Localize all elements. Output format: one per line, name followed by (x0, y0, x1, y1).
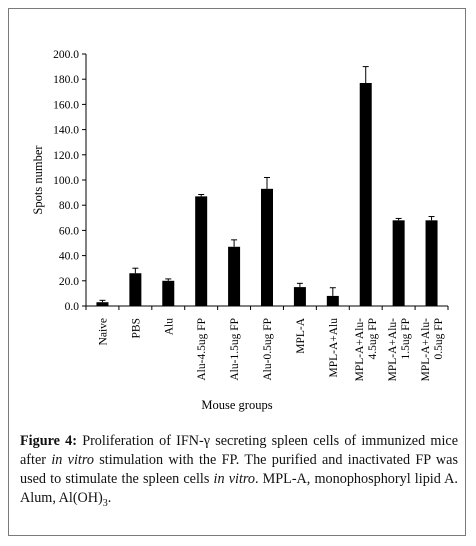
x-tick-label: 1.5ug FP (400, 318, 412, 360)
x-tick-label: MPL-A+Alu- (420, 318, 432, 382)
bar (326, 295, 339, 306)
x-tick-label: Alu-4.5ug FP (196, 318, 208, 381)
x-tick-label: Alu-1.5ug FP (229, 318, 241, 381)
y-tick-label: 60.0 (59, 225, 79, 237)
bar (293, 287, 306, 306)
y-axis-title: Spots number (31, 145, 45, 215)
y-tick-label: 0.0 (65, 301, 80, 313)
caption-italic-1: in vitro (51, 452, 94, 468)
x-tick-label: 0.5ug FP (433, 318, 445, 360)
y-tick-label: 200.0 (53, 49, 79, 61)
bar (228, 246, 241, 306)
caption-text-4: . (107, 490, 112, 506)
x-tick-label: MPL-A+Alu- (354, 318, 366, 382)
x-tick-label: MPL-A (295, 317, 307, 353)
x-tick-label: MPL-A+Alu- (387, 318, 399, 382)
figure-caption: Figure 4: Proliferation of IFN-γ secreti… (20, 432, 458, 513)
x-axis-title: Mouse groups (201, 398, 272, 412)
bar-chart: 0.0 20.0 40.0 60.0 80.0 100.0 120.0 140.0 160.0 1… (31, 49, 449, 412)
x-tick-label: Alu (163, 318, 175, 336)
y-tick-label: 120.0 (53, 150, 79, 162)
caption-subscript: 3 (102, 497, 108, 509)
bar (162, 280, 175, 306)
bar (96, 302, 109, 306)
caption-text-3: . MPL-A, monophosphoryl lipid A. Alum, A… (20, 471, 458, 506)
bar (392, 220, 405, 306)
bar (195, 196, 208, 306)
x-tick-label: MPL-A+Alu (328, 318, 340, 378)
caption-italic-2: in vitro (213, 471, 255, 487)
bar (261, 188, 273, 306)
bar (425, 220, 438, 306)
y-tick-label: 140.0 (53, 125, 79, 137)
y-tick-label: 40.0 (59, 251, 79, 263)
bar (359, 82, 372, 306)
y-tick-label: 100.0 (53, 175, 79, 187)
x-tick-label: Naive (97, 318, 109, 345)
x-tick-label: Alu-0.5ug FP (262, 318, 274, 381)
caption-label: Figure 4: (20, 433, 77, 449)
caption-text-2: stimulation with the FP. The purified an… (20, 452, 458, 487)
bar (129, 273, 142, 306)
y-tick-label: 160.0 (53, 99, 79, 111)
x-tick-label: PBS (130, 318, 142, 338)
y-tick-label: 20.0 (59, 276, 79, 288)
y-tick-label: 80.0 (59, 200, 79, 212)
caption-text-1: Proliferation of IFN-γ secreting spleen … (20, 433, 458, 468)
x-tick-label: 4.5ug FP (367, 318, 379, 360)
y-tick-label: 180.0 (53, 74, 79, 86)
